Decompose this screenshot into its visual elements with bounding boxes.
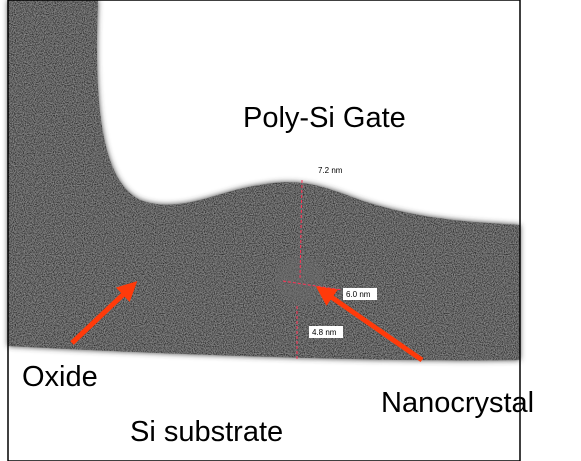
measure-label: 4.8 nm [312,328,337,337]
measure-label: 6.0 nm [346,290,371,299]
substrate-label: Si substrate [130,416,283,448]
nanocrystal-label: Nanocrystal [381,387,534,419]
oxide-label: Oxide [22,361,98,393]
measure-label: 7.2 nm [318,166,343,175]
micrograph: 7.2 nm 6.0 nm 4.8 nm Poly-Si Gate Oxide … [0,0,581,461]
gate-label: Poly-Si Gate [243,102,406,134]
